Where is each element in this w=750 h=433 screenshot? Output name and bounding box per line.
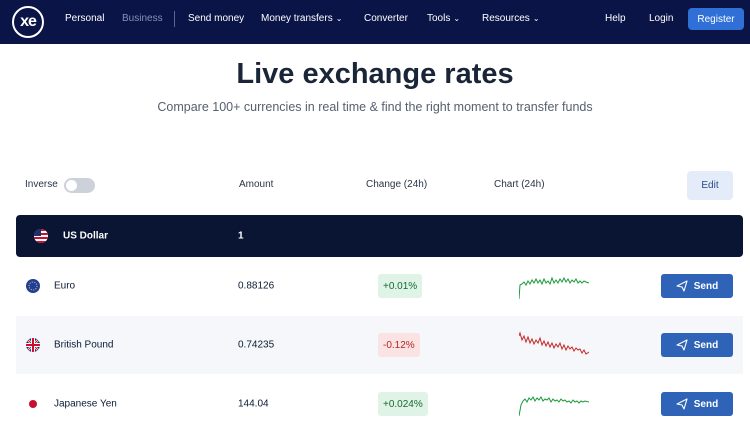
amount-header: Amount <box>239 179 274 190</box>
nav-personal[interactable]: Personal <box>65 13 105 24</box>
nav-money-transfers[interactable]: Money transfers ⌄ <box>261 13 342 24</box>
page-subtitle: Compare 100+ currencies in real time & f… <box>157 100 593 114</box>
sparkline-chart <box>519 276 589 300</box>
nav-converter[interactable]: Converter <box>364 13 408 24</box>
paper-plane-icon <box>676 339 688 351</box>
base-currency-name: US Dollar <box>63 230 109 242</box>
xe-logo[interactable]: xe <box>12 6 44 38</box>
jp-flag-icon <box>26 397 40 411</box>
paper-plane-icon <box>676 398 688 410</box>
nav-send-money[interactable]: Send money <box>188 13 245 24</box>
inverse-toggle[interactable] <box>64 178 95 193</box>
nav-tools-label: Tools <box>427 13 451 24</box>
sparkline-chart <box>519 331 589 355</box>
change-badge: +0.01% <box>378 274 423 298</box>
toggle-knob <box>66 180 77 191</box>
paper-plane-icon <box>676 280 688 292</box>
sparkline-chart <box>519 396 589 417</box>
nav-business[interactable]: Business <box>122 13 163 24</box>
send-button[interactable]: Send <box>661 333 733 357</box>
send-label: Send <box>693 280 719 292</box>
currency-amount: 144.04 <box>238 398 269 410</box>
send-button[interactable]: Send <box>661 392 733 416</box>
nav-resources[interactable]: Resources ⌄ <box>482 13 540 24</box>
currency-amount: 0.88126 <box>238 280 275 292</box>
send-label: Send <box>693 339 719 351</box>
currency-amount: 0.74235 <box>238 339 275 351</box>
table-row: British Pound 0.74235 -0.12% Send <box>16 316 743 374</box>
chevron-down-icon: ⌄ <box>532 14 540 23</box>
chart-header: Chart (24h) <box>494 179 545 190</box>
eu-flag-icon <box>26 279 40 293</box>
nav-divider <box>174 11 175 27</box>
currency-name: Euro <box>54 280 76 292</box>
us-flag-icon <box>34 229 48 243</box>
page-title: Live exchange rates <box>236 58 514 90</box>
edit-button[interactable]: Edit <box>687 171 733 200</box>
table-row: Euro 0.88126 +0.01% Send <box>16 257 743 315</box>
nav-login[interactable]: Login <box>649 13 674 24</box>
currency-name: Japanese Yen <box>54 398 117 410</box>
currency-name: British Pound <box>54 339 114 351</box>
nav-tools[interactable]: Tools ⌄ <box>427 13 460 24</box>
nav-money-transfers-label: Money transfers <box>261 13 333 24</box>
base-currency-amount: 1 <box>238 230 244 242</box>
top-navigation: xe Personal Business Send money Money tr… <box>0 0 750 44</box>
register-button[interactable]: Register <box>688 8 744 30</box>
chevron-down-icon: ⌄ <box>453 14 461 23</box>
send-button[interactable]: Send <box>661 274 733 298</box>
nav-resources-label: Resources <box>482 13 530 24</box>
change-header: Change (24h) <box>366 179 428 190</box>
nav-help[interactable]: Help <box>605 13 626 24</box>
change-badge: -0.12% <box>378 333 420 357</box>
chevron-down-icon: ⌄ <box>335 14 343 23</box>
send-label: Send <box>693 398 719 410</box>
inverse-label: Inverse <box>25 179 58 190</box>
table-row: Japanese Yen 144.04 +0.024% Send <box>16 375 743 433</box>
change-badge: +0.024% <box>378 392 428 416</box>
base-currency-row[interactable]: US Dollar 1 <box>16 215 743 257</box>
uk-flag-icon <box>26 338 40 352</box>
